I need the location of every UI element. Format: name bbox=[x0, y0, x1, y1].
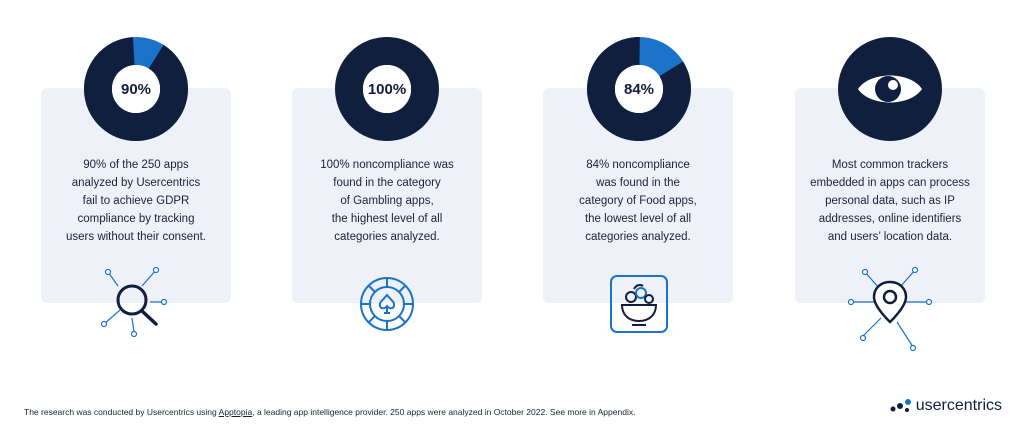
donut-84: 84% bbox=[587, 37, 691, 141]
donut-percent-label: 90% bbox=[112, 65, 160, 113]
location-network-icon bbox=[845, 262, 935, 357]
logo-dots-icon bbox=[890, 399, 911, 412]
donut-100: 100% bbox=[335, 37, 439, 141]
donut-90: 90% bbox=[84, 37, 188, 141]
donut-percent-label: 84% bbox=[615, 65, 663, 113]
usercentrics-logo: usercentrics bbox=[890, 397, 1002, 415]
stat-card-text: 90% of the 250 apps analyzed by Usercent… bbox=[66, 159, 206, 243]
stat-card-text: 100% noncompliance was found in the cate… bbox=[320, 159, 454, 243]
apptopia-link[interactable]: Apptopia bbox=[218, 407, 253, 417]
footnote-text-before: The research was conducted by Usercentri… bbox=[24, 407, 219, 417]
eye-badge bbox=[838, 37, 942, 141]
logo-text: usercentrics bbox=[915, 397, 1002, 414]
stat-card-text: 84% noncompliance was found in the categ… bbox=[579, 159, 697, 243]
donut-percent-label: 100% bbox=[363, 65, 411, 113]
footnote-text-after: , a leading app intelligence provider. 2… bbox=[252, 407, 636, 417]
food-bowl-icon bbox=[610, 275, 668, 338]
stat-card-4: Most common trackers embedded in apps ca… bbox=[795, 88, 985, 303]
research-footnote: The research was conducted by Usercentri… bbox=[24, 407, 635, 417]
stat-card-text: Most common trackers embedded in apps ca… bbox=[810, 159, 970, 243]
magnifier-network-icon bbox=[96, 262, 174, 345]
casino-chip-icon bbox=[358, 275, 416, 338]
